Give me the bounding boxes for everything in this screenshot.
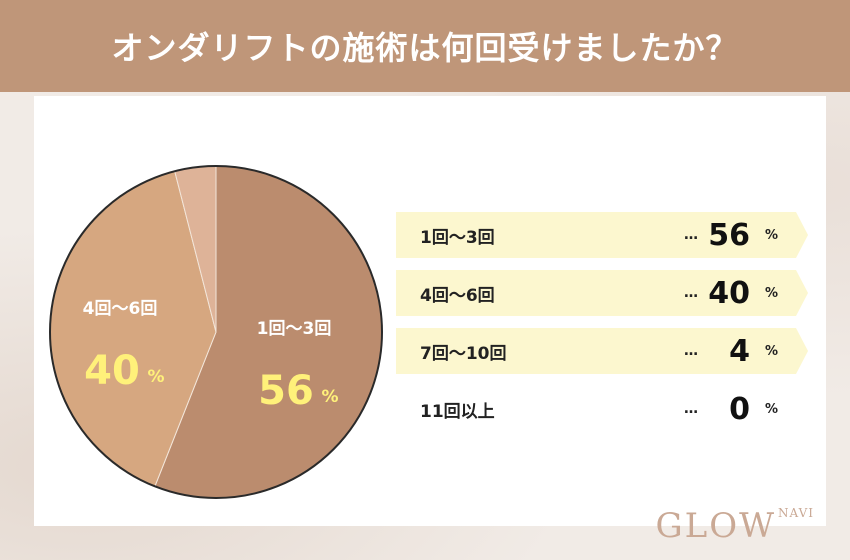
logo-text: GLOW: [655, 506, 777, 546]
slice-unit-label: %: [147, 367, 164, 387]
legend-label: 1回～3回: [420, 227, 495, 248]
legend-row: 11回以上 … 0 %: [396, 386, 796, 432]
legend-row: 1回～3回 … 56 %: [396, 212, 808, 258]
slice-value-label: 40: [84, 348, 140, 394]
page-title: オンダリフトの施術は何回受けましたか？: [111, 29, 739, 67]
legend-value: 4: [729, 333, 750, 369]
logo-sub: NAVI: [778, 506, 814, 520]
legend-value: 40: [708, 275, 750, 311]
legend-row: 4回～6回 … 40 %: [396, 270, 808, 316]
pie-chart: 1回～3回 56 % 4回～6回 40%: [49, 165, 383, 499]
glow-navi-logo: GLOW NAVI: [655, 506, 814, 546]
slice-category-label: 1回～3回: [257, 319, 332, 339]
legend-value: 0: [729, 391, 750, 427]
legend-value: 56: [708, 217, 750, 253]
slice-category-label: 4回～6回: [83, 299, 158, 319]
title-bar: オンダリフトの施術は何回受けましたか？: [0, 0, 850, 92]
legend: 1回～3回 … 56 % 4回～6回 … 40 % 7回～10回 … 4 % 1…: [396, 212, 808, 444]
slice-value-label: 56: [258, 368, 314, 414]
legend-label: 4回～6回: [420, 285, 495, 306]
legend-label: 7回～10回: [420, 343, 507, 364]
legend-unit: %: [764, 401, 778, 417]
legend-dots: …: [684, 401, 698, 417]
legend-label: 11回以上: [420, 401, 495, 422]
legend-unit: %: [764, 227, 778, 243]
slice-unit-label: %: [321, 387, 338, 407]
legend-row: 7回～10回 … 4 %: [396, 328, 808, 374]
legend-dots: …: [684, 285, 698, 301]
legend-dots: …: [684, 227, 698, 243]
pie-outline: [49, 165, 383, 499]
legend-unit: %: [764, 285, 778, 301]
legend-dots: …: [684, 343, 698, 359]
chart-card: 1回～3回 56% 4回～6回 40% 1回～3回 … 56 % 4回～6回 … 40…: [34, 96, 826, 526]
legend-unit: %: [764, 343, 778, 359]
